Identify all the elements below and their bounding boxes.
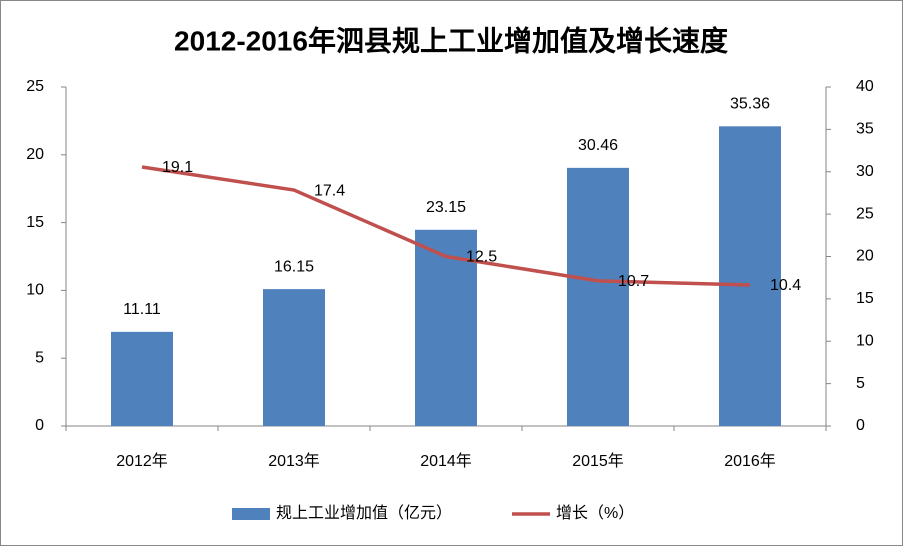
line-value-label: 10.4 bbox=[770, 277, 801, 294]
y2-tick-label: 40 bbox=[856, 78, 874, 95]
bar-value-label: 16.15 bbox=[274, 258, 314, 275]
x-tick-label: 2016年 bbox=[724, 452, 776, 470]
bar bbox=[263, 289, 325, 426]
legend-label: 增长（%） bbox=[556, 504, 634, 522]
bar bbox=[111, 331, 173, 426]
y2-tick-label: 20 bbox=[856, 248, 874, 265]
y-tick-label: 10 bbox=[26, 282, 44, 299]
chart-title: 2012-2016年泗县规上工业增加值及增长速度 bbox=[174, 24, 728, 56]
y2-tick-label: 10 bbox=[856, 332, 874, 349]
x-tick-label: 2012年 bbox=[116, 452, 168, 470]
line-value-label: 12.5 bbox=[466, 249, 497, 266]
bar-value-label: 23.15 bbox=[426, 199, 466, 216]
bar-value-label: 11.11 bbox=[123, 301, 161, 318]
y-tick-label: 0 bbox=[35, 417, 44, 434]
bar bbox=[415, 229, 477, 426]
y2-tick-label: 15 bbox=[856, 290, 874, 307]
line-value-label: 17.4 bbox=[314, 182, 345, 199]
x-tick-label: 2014年 bbox=[420, 452, 472, 470]
bar-value-label: 35.36 bbox=[730, 96, 770, 113]
y2-tick-label: 35 bbox=[856, 121, 874, 138]
y2-tick-label: 30 bbox=[856, 163, 874, 180]
bar bbox=[719, 126, 781, 426]
line-value-label: 10.7 bbox=[618, 273, 649, 290]
legend-swatch bbox=[232, 508, 270, 520]
y-tick-label: 25 bbox=[26, 78, 44, 95]
y2-tick-label: 25 bbox=[856, 205, 874, 222]
x-tick-label: 2015年 bbox=[572, 452, 624, 470]
bar bbox=[567, 167, 629, 426]
line bbox=[141, 165, 751, 287]
legend-label: 规上工业增加值（亿元） bbox=[276, 504, 452, 522]
y2-tick-label: 0 bbox=[856, 417, 865, 434]
y2-tick-label: 5 bbox=[856, 375, 865, 392]
y-tick-label: 20 bbox=[26, 146, 44, 163]
y-tick-label: 15 bbox=[26, 214, 44, 231]
line-value-label: 19.1 bbox=[162, 159, 193, 176]
bar-value-label: 30.46 bbox=[578, 137, 618, 154]
y-tick-label: 5 bbox=[35, 349, 44, 366]
x-tick-label: 2013年 bbox=[268, 452, 320, 470]
